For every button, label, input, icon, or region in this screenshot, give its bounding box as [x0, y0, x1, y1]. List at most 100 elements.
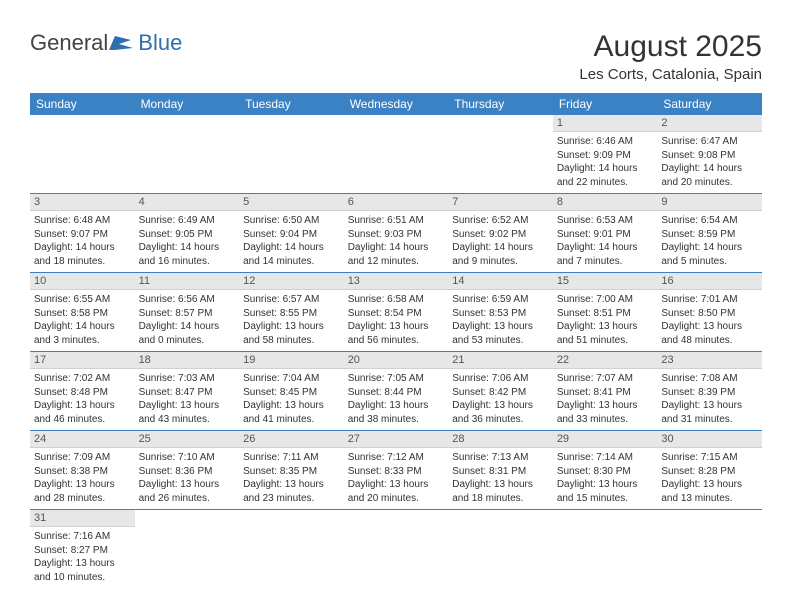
month-title: August 2025 — [579, 30, 762, 64]
calendar-day-cell: 19Sunrise: 7:04 AMSunset: 8:45 PMDayligh… — [239, 352, 344, 431]
day-detail-line: Sunrise: 7:11 AM — [243, 451, 340, 465]
day-number: 27 — [344, 431, 449, 448]
day-detail-line: and 20 minutes. — [661, 176, 758, 190]
calendar-week-row: 1Sunrise: 6:46 AMSunset: 9:09 PMDaylight… — [30, 115, 762, 194]
day-details: Sunrise: 7:03 AMSunset: 8:47 PMDaylight:… — [135, 369, 240, 430]
day-detail-line: Daylight: 14 hours — [661, 241, 758, 255]
day-details: Sunrise: 7:08 AMSunset: 8:39 PMDaylight:… — [657, 369, 762, 430]
day-detail-line: Sunrise: 7:16 AM — [34, 530, 131, 544]
day-number: 18 — [135, 352, 240, 369]
day-detail-line: and 26 minutes. — [139, 492, 236, 506]
logo: General Blue — [30, 30, 182, 56]
day-detail-line: Daylight: 13 hours — [348, 478, 445, 492]
day-number: 29 — [553, 431, 658, 448]
day-details: Sunrise: 7:05 AMSunset: 8:44 PMDaylight:… — [344, 369, 449, 430]
calendar-day-cell: 8Sunrise: 6:53 AMSunset: 9:01 PMDaylight… — [553, 194, 658, 273]
day-detail-line: Sunrise: 6:50 AM — [243, 214, 340, 228]
day-detail-line: Sunset: 8:41 PM — [557, 386, 654, 400]
weekday-header: Saturday — [657, 93, 762, 115]
calendar-day-cell: 22Sunrise: 7:07 AMSunset: 8:41 PMDayligh… — [553, 352, 658, 431]
day-detail-line: and 16 minutes. — [139, 255, 236, 269]
day-detail-line: Sunrise: 6:48 AM — [34, 214, 131, 228]
day-number: 30 — [657, 431, 762, 448]
day-details: Sunrise: 6:51 AMSunset: 9:03 PMDaylight:… — [344, 211, 449, 272]
day-number: 21 — [448, 352, 553, 369]
day-detail-line: Sunset: 8:48 PM — [34, 386, 131, 400]
day-details: Sunrise: 7:10 AMSunset: 8:36 PMDaylight:… — [135, 448, 240, 509]
calendar-day-cell: 13Sunrise: 6:58 AMSunset: 8:54 PMDayligh… — [344, 273, 449, 352]
day-detail-line: Sunrise: 6:54 AM — [661, 214, 758, 228]
calendar-day-cell: 21Sunrise: 7:06 AMSunset: 8:42 PMDayligh… — [448, 352, 553, 431]
calendar-day-cell: 7Sunrise: 6:52 AMSunset: 9:02 PMDaylight… — [448, 194, 553, 273]
calendar-week-row: 10Sunrise: 6:55 AMSunset: 8:58 PMDayligh… — [30, 273, 762, 352]
day-detail-line: Daylight: 13 hours — [243, 478, 340, 492]
calendar-day-cell: 17Sunrise: 7:02 AMSunset: 8:48 PMDayligh… — [30, 352, 135, 431]
calendar-day-cell — [30, 115, 135, 194]
logo-text-1: General — [30, 30, 108, 56]
calendar-day-cell: 24Sunrise: 7:09 AMSunset: 8:38 PMDayligh… — [30, 431, 135, 510]
day-detail-line: and 23 minutes. — [243, 492, 340, 506]
day-number: 12 — [239, 273, 344, 290]
day-number: 23 — [657, 352, 762, 369]
day-detail-line: Sunrise: 7:15 AM — [661, 451, 758, 465]
calendar-day-cell: 27Sunrise: 7:12 AMSunset: 8:33 PMDayligh… — [344, 431, 449, 510]
calendar-day-cell: 18Sunrise: 7:03 AMSunset: 8:47 PMDayligh… — [135, 352, 240, 431]
calendar-table: Sunday Monday Tuesday Wednesday Thursday… — [30, 93, 762, 588]
day-detail-line: Sunrise: 7:04 AM — [243, 372, 340, 386]
day-number: 25 — [135, 431, 240, 448]
day-detail-line: Sunrise: 6:57 AM — [243, 293, 340, 307]
day-details: Sunrise: 7:06 AMSunset: 8:42 PMDaylight:… — [448, 369, 553, 430]
day-detail-line: Daylight: 13 hours — [452, 399, 549, 413]
day-detail-line: Sunset: 8:27 PM — [34, 544, 131, 558]
day-detail-line: and 0 minutes. — [139, 334, 236, 348]
day-detail-line: Sunrise: 6:52 AM — [452, 214, 549, 228]
calendar-day-cell: 16Sunrise: 7:01 AMSunset: 8:50 PMDayligh… — [657, 273, 762, 352]
day-number: 4 — [135, 194, 240, 211]
day-detail-line: Sunset: 8:45 PM — [243, 386, 340, 400]
weekday-header: Monday — [135, 93, 240, 115]
calendar-day-cell: 1Sunrise: 6:46 AMSunset: 9:09 PMDaylight… — [553, 115, 658, 194]
day-detail-line: and 18 minutes. — [452, 492, 549, 506]
day-details: Sunrise: 6:57 AMSunset: 8:55 PMDaylight:… — [239, 290, 344, 351]
calendar-week-row: 31Sunrise: 7:16 AMSunset: 8:27 PMDayligh… — [30, 510, 762, 589]
day-detail-line: Sunset: 8:30 PM — [557, 465, 654, 479]
day-detail-line: Sunset: 9:04 PM — [243, 228, 340, 242]
calendar-week-row: 17Sunrise: 7:02 AMSunset: 8:48 PMDayligh… — [30, 352, 762, 431]
day-detail-line: and 31 minutes. — [661, 413, 758, 427]
calendar-day-cell: 29Sunrise: 7:14 AMSunset: 8:30 PMDayligh… — [553, 431, 658, 510]
day-details: Sunrise: 7:13 AMSunset: 8:31 PMDaylight:… — [448, 448, 553, 509]
day-details: Sunrise: 7:16 AMSunset: 8:27 PMDaylight:… — [30, 527, 135, 588]
day-detail-line: Sunset: 8:36 PM — [139, 465, 236, 479]
day-detail-line: Sunset: 8:58 PM — [34, 307, 131, 321]
weekday-header-row: Sunday Monday Tuesday Wednesday Thursday… — [30, 93, 762, 115]
day-detail-line: Daylight: 14 hours — [139, 320, 236, 334]
calendar-day-cell — [657, 510, 762, 589]
weekday-header: Tuesday — [239, 93, 344, 115]
day-detail-line: Sunrise: 7:01 AM — [661, 293, 758, 307]
day-details: Sunrise: 6:47 AMSunset: 9:08 PMDaylight:… — [657, 132, 762, 193]
day-number: 15 — [553, 273, 658, 290]
day-detail-line: Sunset: 9:07 PM — [34, 228, 131, 242]
day-details: Sunrise: 7:15 AMSunset: 8:28 PMDaylight:… — [657, 448, 762, 509]
day-detail-line: Daylight: 13 hours — [452, 478, 549, 492]
calendar-day-cell: 9Sunrise: 6:54 AMSunset: 8:59 PMDaylight… — [657, 194, 762, 273]
day-detail-line: Sunset: 8:33 PM — [348, 465, 445, 479]
weekday-header: Friday — [553, 93, 658, 115]
day-number: 22 — [553, 352, 658, 369]
calendar-day-cell: 15Sunrise: 7:00 AMSunset: 8:51 PMDayligh… — [553, 273, 658, 352]
day-detail-line: and 15 minutes. — [557, 492, 654, 506]
calendar-day-cell — [239, 510, 344, 589]
day-detail-line: Sunset: 8:47 PM — [139, 386, 236, 400]
day-detail-line: Sunrise: 6:56 AM — [139, 293, 236, 307]
day-number: 6 — [344, 194, 449, 211]
day-detail-line: Sunrise: 7:05 AM — [348, 372, 445, 386]
day-detail-line: Sunrise: 6:49 AM — [139, 214, 236, 228]
calendar-day-cell: 2Sunrise: 6:47 AMSunset: 9:08 PMDaylight… — [657, 115, 762, 194]
day-details: Sunrise: 7:14 AMSunset: 8:30 PMDaylight:… — [553, 448, 658, 509]
day-details: Sunrise: 7:02 AMSunset: 8:48 PMDaylight:… — [30, 369, 135, 430]
calendar-day-cell: 26Sunrise: 7:11 AMSunset: 8:35 PMDayligh… — [239, 431, 344, 510]
day-details: Sunrise: 6:58 AMSunset: 8:54 PMDaylight:… — [344, 290, 449, 351]
day-details: Sunrise: 6:56 AMSunset: 8:57 PMDaylight:… — [135, 290, 240, 351]
day-detail-line: Daylight: 13 hours — [243, 399, 340, 413]
calendar-day-cell — [448, 510, 553, 589]
